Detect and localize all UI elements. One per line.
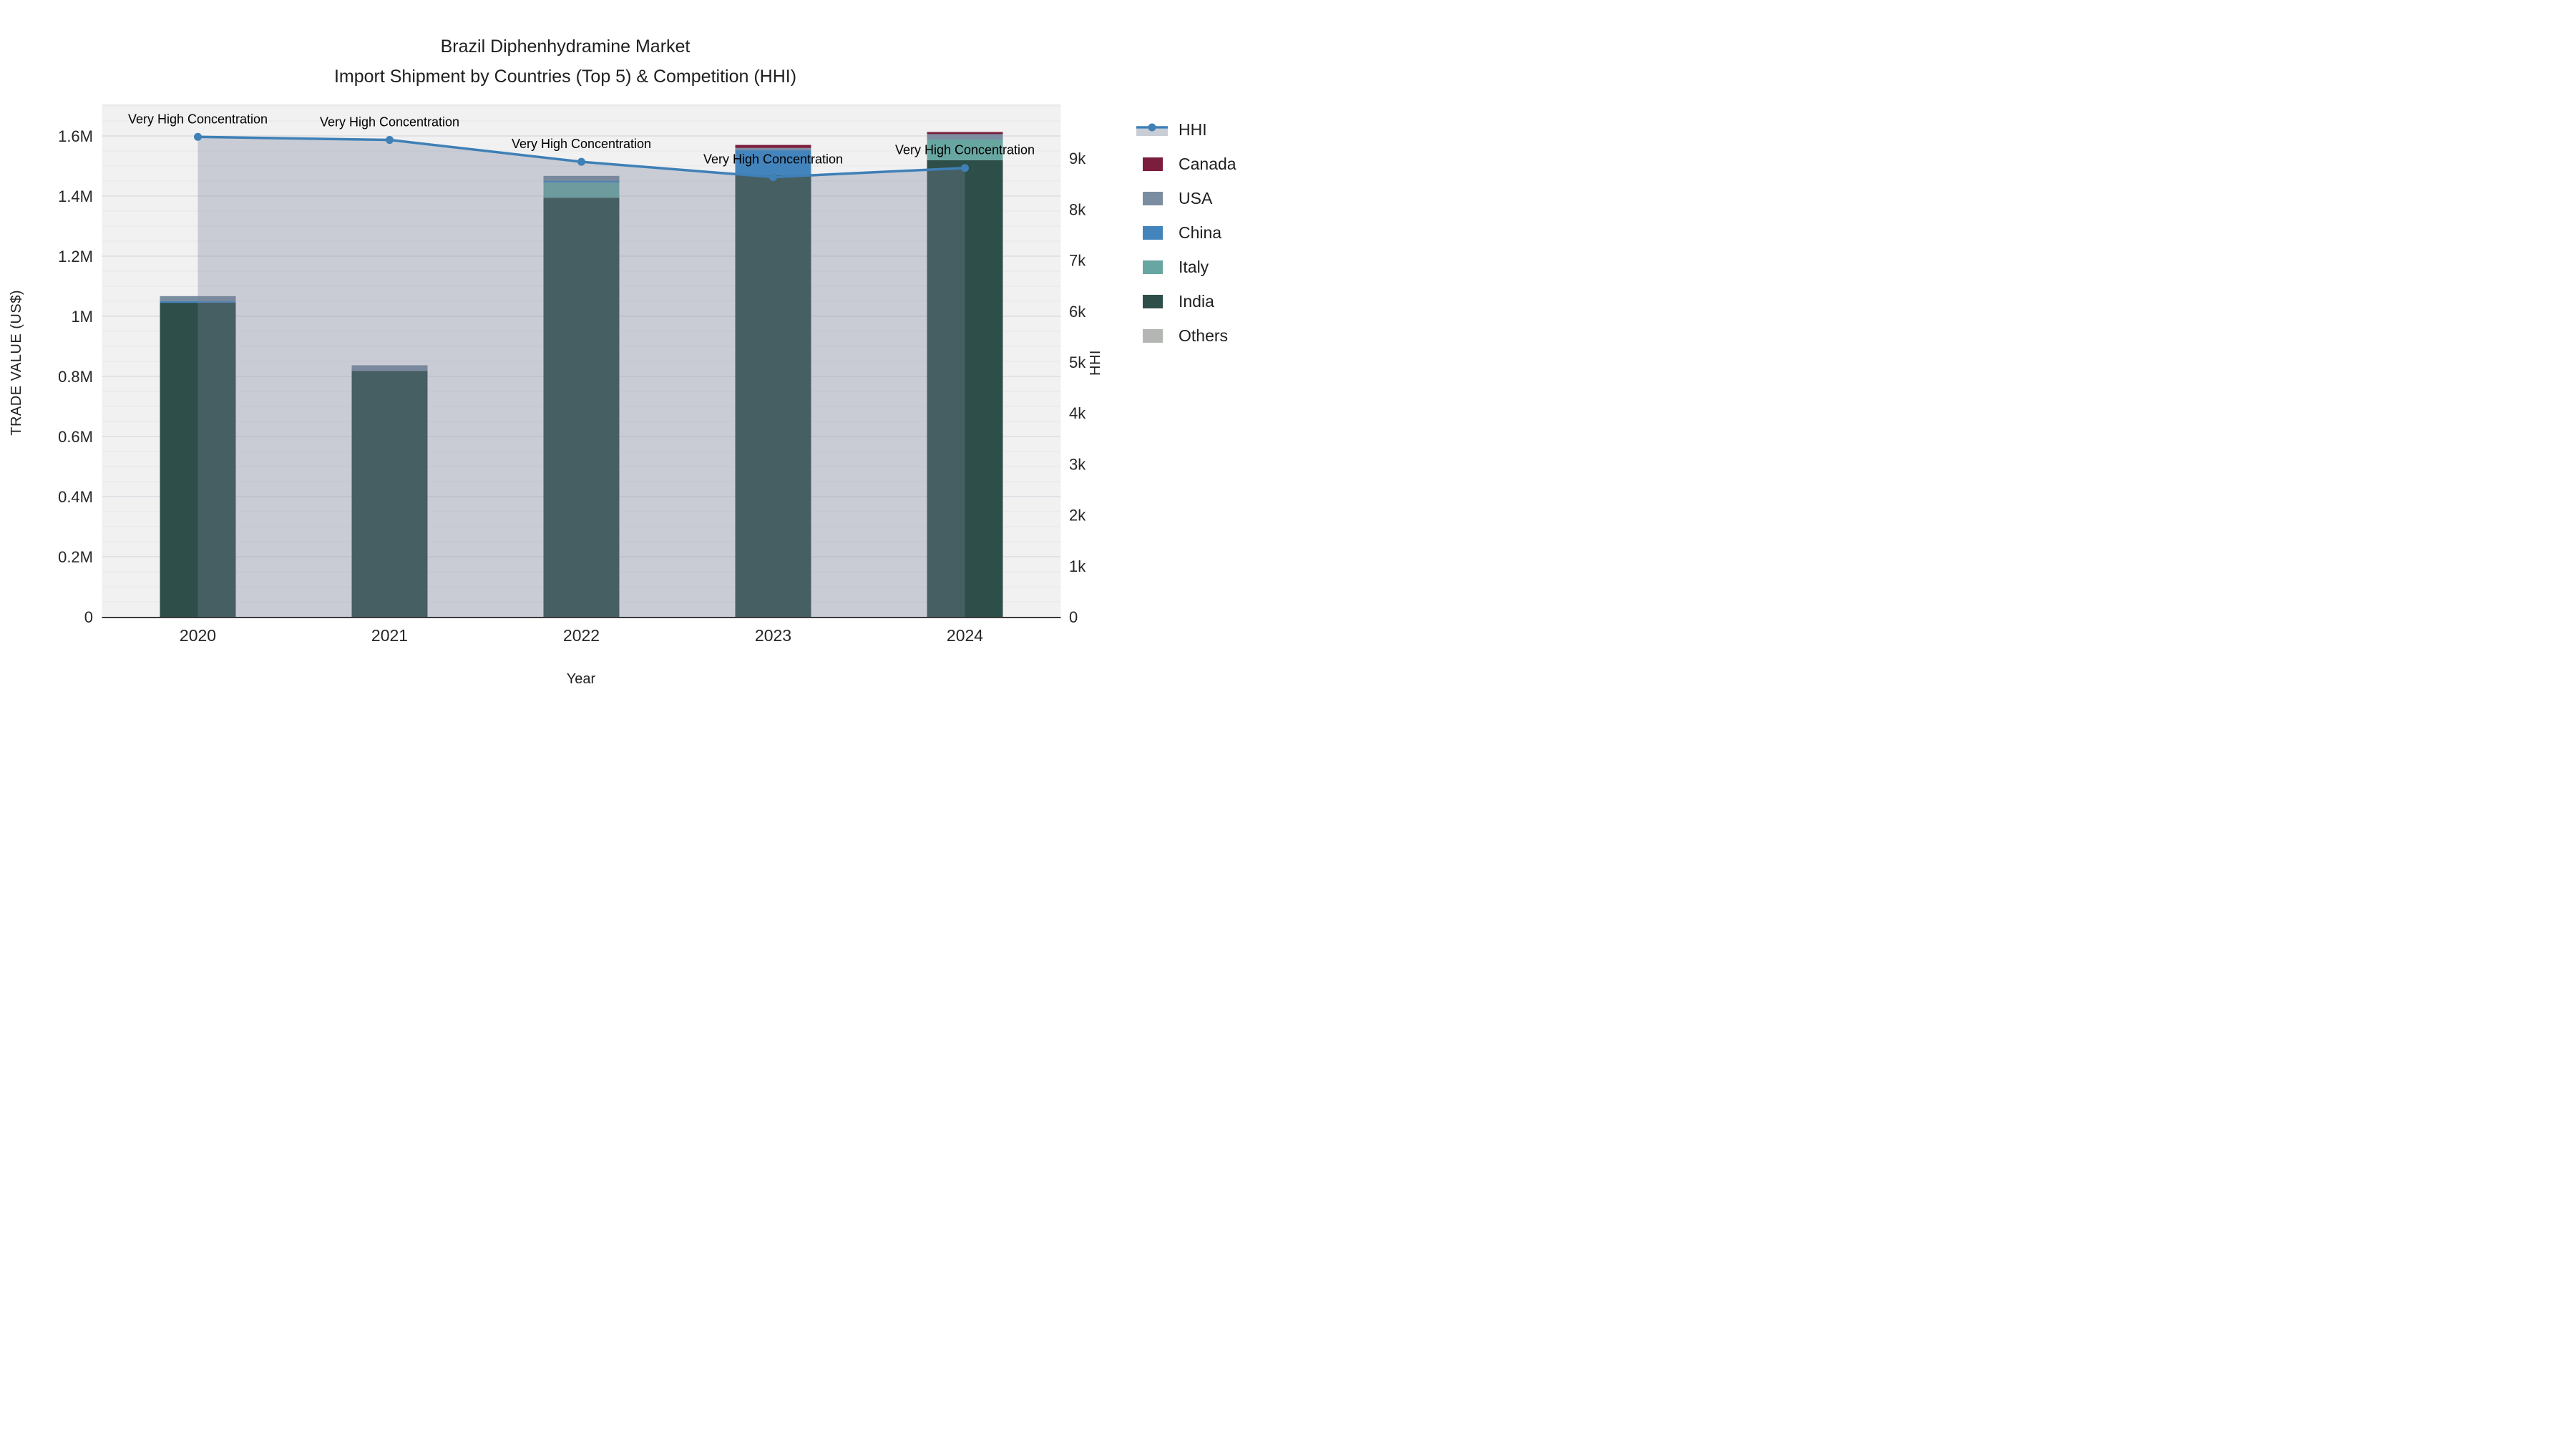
bar-segment-italy-2022[interactable] [543,182,620,198]
usa-swatch-icon [1143,191,1163,205]
others-swatch-icon [1143,328,1163,343]
y-left-axis-title: TRADE VALUE (US$) [9,0,25,725]
x-tick-2022: 2022 [563,626,600,645]
hhi-marker-2022[interactable] [577,157,585,166]
hhi-area-fill [197,137,965,618]
legend-item-hhi[interactable]: HHI [1136,119,1236,140]
bar-segment-usa-2023[interactable] [735,147,811,150]
bar-segment-canada-2024[interactable] [927,132,1003,135]
y-left-tick-1M: 1M [71,308,93,326]
hhi-line-legend-icon [1136,121,1168,138]
hhi-marker-2021[interactable] [386,136,394,145]
legend-swatch-others [1136,328,1168,343]
annotation-2020: Very High Concentration [128,112,268,126]
x-axis-title: Year [566,671,596,687]
y-left-tick-0.8M: 0.8M [58,368,93,386]
chart-title-line2: Import Shipment by Countries (Top 5) & C… [333,67,797,87]
bar-segment-india-2024[interactable] [927,160,1003,617]
legend-label-canada: Canada [1179,154,1236,173]
legend-label-hhi: HHI [1179,119,1207,139]
bar-segment-china-2022[interactable] [543,180,620,183]
y-left-tick-1.2M: 1.2M [58,248,93,265]
figure: Brazil Diphenhydramine Market Import Shi… [0,0,1288,725]
x-tick-2023: 2023 [755,626,791,645]
y-left-tick-1.4M: 1.4M [58,187,93,205]
chart-title-line1: Brazil Diphenhydramine Market [440,36,691,57]
hhi-line-legend-glyph [1136,123,1168,136]
italy-swatch-icon [1143,260,1163,274]
chart-canvas: 0 0.2M 0.4M 0.6M 0.8M 1M 1.2M 1.4M 1.6M 0 1k 2k 3k 4k… [58,104,1086,645]
bar-segment-china-2020[interactable] [160,301,236,303]
y-right-tick-4k: 4k [1069,404,1086,422]
bar-segment-italy-2024[interactable] [927,139,1003,160]
y-right-tick-1k: 1k [1069,557,1086,575]
legend-item-china[interactable]: China [1136,223,1236,243]
bar-segment-usa-2024[interactable] [927,134,1003,140]
bar-segment-usa-2020[interactable] [160,296,236,301]
y-left-tick-0.6M: 0.6M [58,428,93,446]
legend-item-italy[interactable]: Italy [1136,257,1236,277]
y-right-tick-3k: 3k [1069,455,1086,473]
legend-label-others: Others [1179,326,1229,345]
india-swatch-icon [1143,294,1163,308]
legend-item-others[interactable]: Others [1136,326,1236,346]
y-left-tick-1.6M: 1.6M [58,127,93,145]
y-right-tick-9k: 9k [1069,150,1086,167]
hhi-marker-2023[interactable] [769,173,777,182]
bar-segment-canada-2023[interactable] [735,145,811,148]
annotation-2023: Very High Concentration [703,152,843,167]
legend-swatch-canada [1136,157,1168,171]
y-right-axis-title: HHI [1088,0,1104,725]
y-left-axis-title-text: TRADE VALUE (US$) [9,289,24,436]
bar-segment-india-2022[interactable] [543,197,620,617]
y-left-tick-0: 0 [84,608,93,626]
bar-segment-usa-2022[interactable] [543,175,620,181]
bar-segment-china-2023[interactable] [735,150,811,175]
legend: HHI Canada USA China Italy India Others [1136,119,1236,346]
bar-segment-india-2023[interactable] [735,175,811,617]
legend-swatch-india [1136,294,1168,308]
y-right-tick-0: 0 [1069,608,1078,626]
legend-swatch-china [1136,225,1168,240]
annotation-2024: Very High Concentration [895,143,1035,157]
y-right-axis-title-text: HHI [1088,349,1103,376]
legend-swatch-usa [1136,191,1168,205]
annotation-2022: Very High Concentration [512,137,651,151]
legend-label-italy: Italy [1179,257,1209,276]
legend-item-canada[interactable]: Canada [1136,154,1236,174]
legend-item-india[interactable]: India [1136,291,1236,311]
canada-swatch-icon [1143,157,1163,171]
legend-label-india: India [1179,291,1214,311]
y-left-tick-0.2M: 0.2M [58,548,93,566]
china-swatch-icon [1143,225,1163,240]
bar-segment-india-2020[interactable] [160,303,236,617]
legend-label-china: China [1179,223,1222,242]
annotation-2021: Very High Concentration [320,115,459,130]
chart-title: Brazil Diphenhydramine Market Import Shi… [0,31,1131,92]
y-right-tick-8k: 8k [1069,200,1086,218]
legend-item-usa[interactable]: USA [1136,188,1236,208]
y-left-tick-0.4M: 0.4M [58,488,93,506]
legend-label-usa: USA [1179,188,1213,208]
y-right-tick-2k: 2k [1069,507,1086,525]
bar-segment-india-2021[interactable] [351,371,428,617]
y-right-tick-7k: 7k [1069,252,1086,270]
x-tick-2024: 2024 [947,626,983,645]
hhi-marker-2024[interactable] [961,164,969,172]
legend-swatch-italy [1136,260,1168,274]
bar-segment-usa-2021[interactable] [351,365,428,371]
x-tick-2021: 2021 [371,626,408,645]
x-tick-2020: 2020 [180,626,216,645]
y-right-tick-5k: 5k [1069,353,1086,371]
y-right-tick-6k: 6k [1069,303,1086,321]
hhi-marker-2020[interactable] [194,132,202,141]
